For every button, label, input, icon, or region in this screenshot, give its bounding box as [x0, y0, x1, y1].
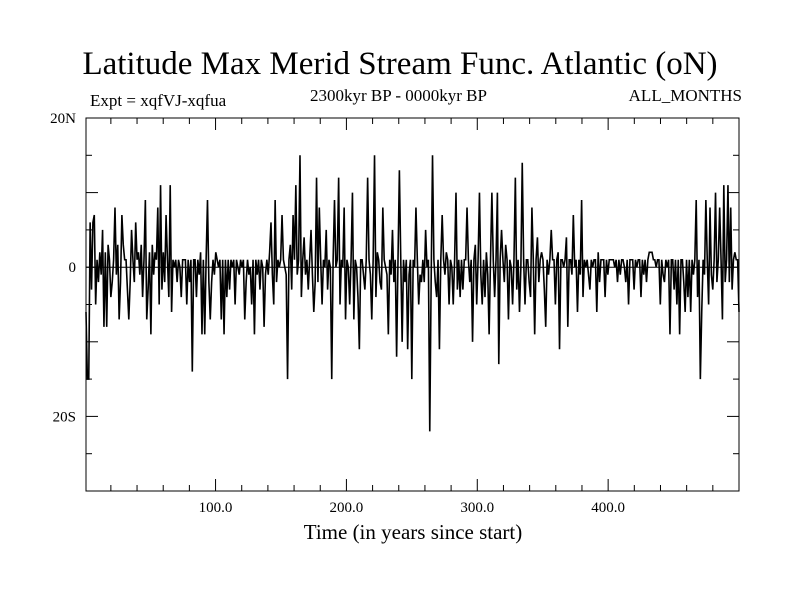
months-label: ALL_MONTHS — [628, 86, 742, 105]
x-axis-label: Time (in years since start) — [303, 520, 523, 544]
y-tick-label: 20S — [53, 409, 76, 425]
time-range-label: 2300kyr BP - 0000kyr BP — [310, 86, 487, 105]
x-tick-label: 400.0 — [591, 500, 625, 516]
x-tick-label: 100.0 — [199, 500, 233, 516]
data-series-line — [85, 155, 740, 432]
chart-title: Latitude Max Merid Stream Func. Atlantic… — [82, 46, 718, 82]
plot-frame — [85, 117, 740, 492]
x-tick-label: 200.0 — [330, 500, 364, 516]
y-tick-label: 0 — [69, 260, 77, 276]
x-tick-label: 300.0 — [460, 500, 494, 516]
experiment-label: Expt = xqfVJ-xqfua — [90, 91, 227, 110]
y-tick-label: 20N — [50, 111, 76, 127]
